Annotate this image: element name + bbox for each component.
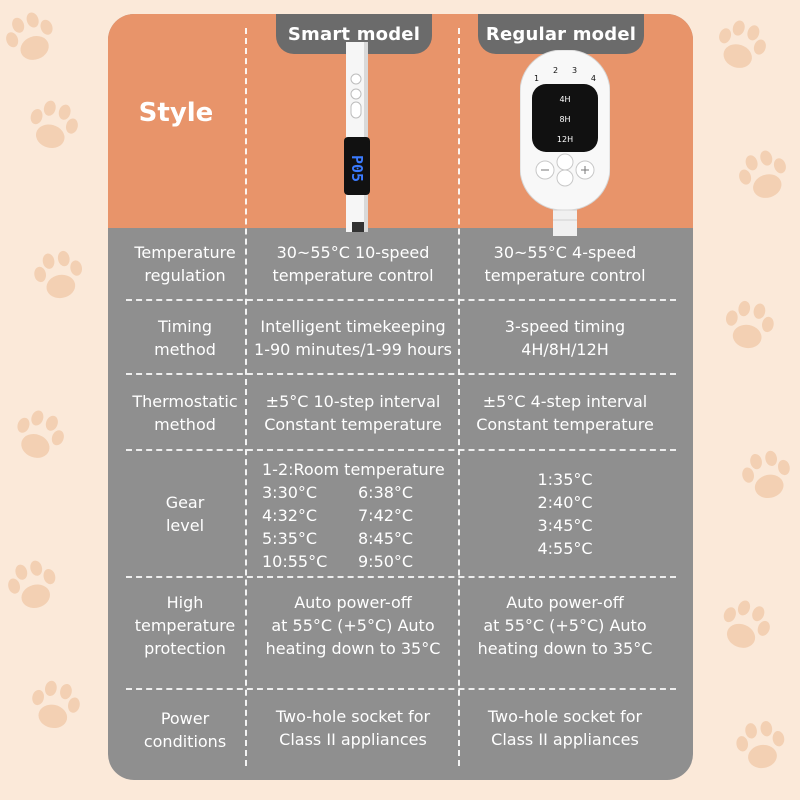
regular-controller-image: 1 2 3 4 4H 8H 12H bbox=[519, 49, 611, 236]
gear-entry: 3:30°C bbox=[262, 482, 318, 502]
gear-entry: 9:50°C bbox=[358, 551, 414, 571]
comparison-card: Smart model Regular model Style P05 bbox=[108, 14, 693, 780]
gear-heading: 1-2:Room temperature bbox=[262, 459, 445, 479]
row-divider bbox=[126, 373, 676, 375]
smart-temperature-regulation: 30~55°C 10-speed temperature control bbox=[272, 243, 434, 285]
paw-print-icon bbox=[708, 591, 781, 661]
timer-4h-label: 4H bbox=[559, 95, 571, 104]
paw-print-icon bbox=[0, 4, 67, 73]
regular-thermostatic-method: ±5°C 4-step interval Constant temperature bbox=[476, 392, 654, 434]
paw-print-icon bbox=[716, 295, 782, 356]
row-divider bbox=[126, 299, 676, 301]
gear-entry: 5:35°C bbox=[262, 528, 318, 548]
gear-entry: 8:45°C bbox=[358, 528, 414, 548]
smart-high-temperature-protection: Auto power-off at 55°C (+5°C) Auto heating… bbox=[265, 592, 441, 658]
regular-timer-readout: 4H 8H 12H bbox=[532, 90, 598, 150]
paw-print-icon bbox=[0, 553, 68, 618]
gear-grid: 3:30°C 6:38°C 4:32°C 7:42°C 5:35°C 8:45°… bbox=[262, 481, 454, 573]
regular-gear-level: 1:35°C 2:40°C 3:45°C 4:55°C bbox=[537, 470, 593, 558]
column-divider bbox=[458, 28, 460, 766]
gear-entry: 4:32°C bbox=[262, 505, 318, 525]
row-divider bbox=[126, 688, 676, 690]
gear-number: 2 bbox=[552, 66, 559, 75]
regular-power-conditions: Two-hole socket for Class II appliances bbox=[487, 707, 643, 749]
row-label-gear-level: Gear level bbox=[165, 493, 205, 535]
paw-print-icon bbox=[733, 445, 800, 508]
paw-print-icon bbox=[729, 716, 794, 776]
regular-gear-numbers: 1 2 3 4 bbox=[534, 66, 596, 83]
smart-controller-image: P05 bbox=[336, 42, 376, 232]
gear-entry: 10:55°C bbox=[262, 551, 328, 571]
row-label-high-temperature-protection: High temperature protection bbox=[134, 592, 236, 658]
row-label-power-conditions: Power conditions bbox=[143, 709, 227, 751]
smart-thermostatic-method: ±5°C 10-step interval Constant temperatur… bbox=[264, 392, 442, 434]
row-divider bbox=[126, 576, 676, 578]
regular-timing-method: 3-speed timing 4H/8H/12H bbox=[504, 317, 626, 359]
regular-high-temperature-protection: Auto power-off at 55°C (+5°C) Auto heating… bbox=[477, 592, 653, 658]
paw-print-icon bbox=[21, 675, 89, 738]
smart-timing-method: Intelligent timekeeping 1-90 minutes/1-99… bbox=[254, 317, 452, 359]
tab-regular-model[interactable]: Regular model bbox=[478, 14, 644, 54]
paw-print-icon bbox=[705, 12, 776, 79]
row-label-temperature-regulation: Temperature regulation bbox=[134, 243, 236, 285]
smart-gear-level: 1-2:Room temperature 3:30°C 6:38°C 4:32°… bbox=[248, 457, 458, 573]
paw-print-icon bbox=[728, 142, 799, 209]
gear-number: 1 bbox=[534, 74, 540, 83]
style-label: Style bbox=[138, 98, 214, 128]
gear-number: 4 bbox=[590, 74, 596, 83]
column-divider bbox=[245, 28, 247, 766]
row-divider bbox=[126, 449, 676, 451]
paw-print-icon bbox=[3, 402, 75, 471]
gear-entry: 6:38°C bbox=[358, 482, 414, 502]
gear-number: 3 bbox=[571, 66, 578, 75]
row-label-timing-method: Timing method bbox=[154, 317, 216, 359]
row-label-thermostatic-method: Thermostatic method bbox=[132, 392, 238, 434]
smart-power-conditions: Two-hole socket for Class II appliances bbox=[275, 707, 431, 749]
gear-entry: 7:42°C bbox=[358, 505, 414, 525]
timer-8h-label: 8H bbox=[559, 115, 571, 124]
paw-print-icon bbox=[18, 93, 87, 158]
smart-display-readout: P05 bbox=[348, 155, 366, 183]
regular-temperature-regulation: 30~55°C 4-speed temperature control bbox=[484, 243, 646, 285]
paw-print-icon bbox=[26, 245, 92, 306]
timer-12h-label: 12H bbox=[556, 135, 574, 144]
